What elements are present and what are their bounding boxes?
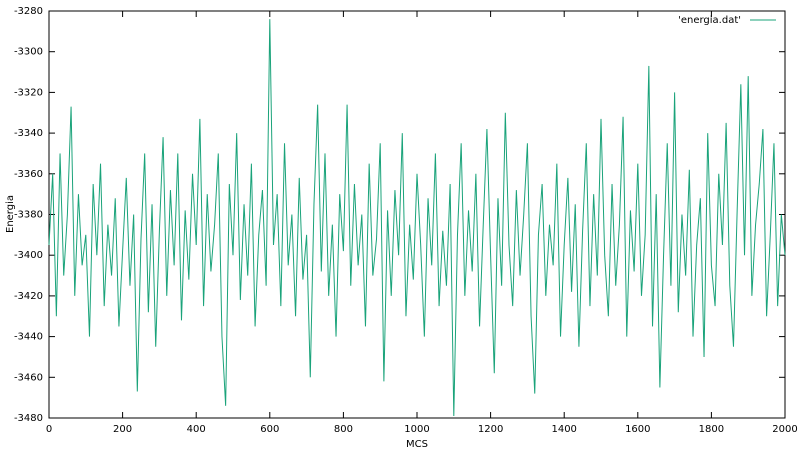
x-tick-label: 1800 — [699, 424, 724, 435]
x-tick-label: 200 — [113, 424, 132, 435]
x-tick-label: 1400 — [551, 424, 576, 435]
y-tick-label: -3400 — [14, 250, 43, 261]
x-tick-label: 1600 — [625, 424, 650, 435]
y-tick-label: -3360 — [14, 169, 43, 180]
y-tick-label: -3340 — [14, 128, 43, 139]
y-tick-label: -3440 — [14, 332, 43, 343]
legend-label: 'energia.dat' — [678, 15, 741, 26]
y-tick-label: -3460 — [14, 372, 43, 383]
y-tick-label: -3420 — [14, 291, 43, 302]
x-axis-label: MCS — [406, 439, 428, 450]
x-tick-label: 0 — [46, 424, 52, 435]
x-tick-label: 400 — [187, 424, 206, 435]
x-tick-label: 2000 — [772, 424, 797, 435]
y-tick-label: -3480 — [14, 413, 43, 424]
data-line — [48, 19, 786, 416]
y-tick-label: -3280 — [14, 6, 43, 17]
plot-border — [48, 10, 786, 419]
y-tick-label: -3300 — [14, 47, 43, 58]
y-tick-label: -3380 — [14, 210, 43, 221]
x-tick-label: 600 — [260, 424, 279, 435]
x-tick-label: 800 — [334, 424, 353, 435]
x-tick-label: 1200 — [478, 424, 503, 435]
x-tick-label: 1000 — [404, 424, 429, 435]
y-tick-label: -3320 — [14, 87, 43, 98]
y-axis-label: Energia — [5, 195, 16, 233]
